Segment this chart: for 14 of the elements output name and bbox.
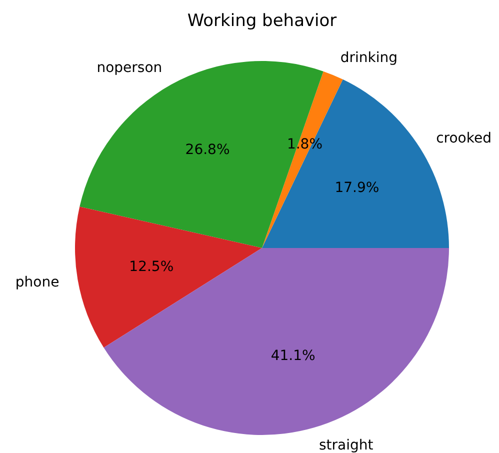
slice-label: crooked <box>436 130 492 146</box>
slice-label: noperson <box>96 60 162 76</box>
data-label: 26.8% <box>185 142 230 158</box>
slice-label: straight <box>319 438 374 453</box>
slice-label: phone <box>15 274 60 291</box>
pie-slice <box>80 61 324 248</box>
data-label: 12.5% <box>129 258 174 275</box>
data-label: 41.1% <box>270 348 316 364</box>
pie-slice <box>75 206 262 348</box>
chart-title: Working behavior <box>187 11 337 31</box>
pie-slice <box>104 248 449 435</box>
data-label: 1.8% <box>286 136 323 152</box>
slice-label: drinking <box>340 50 398 66</box>
data-label: 17.9% <box>334 180 380 196</box>
